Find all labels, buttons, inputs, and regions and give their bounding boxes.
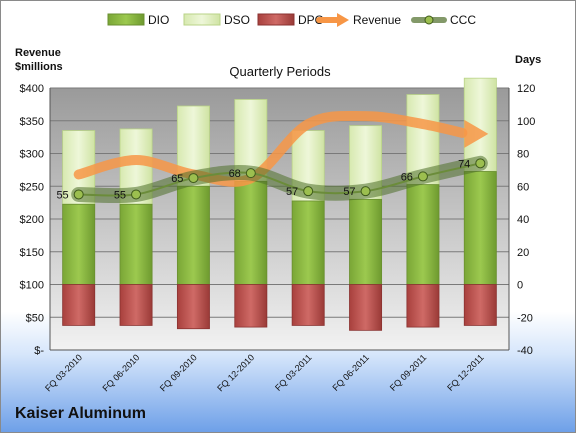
revenue-series [73, 110, 489, 187]
left-tick-label: $200 [20, 214, 44, 226]
dpo-bar [349, 284, 383, 331]
left-axis-title-line2: $millions [15, 61, 63, 73]
ccc-data-label: 68 [229, 168, 241, 180]
right-tick-label: 80 [517, 149, 529, 161]
legend-swatch [183, 13, 221, 26]
ccc-data-label: 57 [286, 186, 298, 198]
dpo-bar [176, 284, 210, 330]
dpo-bar [406, 284, 440, 328]
left-tick-label: $50 [26, 312, 44, 324]
legend-swatch [337, 13, 349, 27]
legend-label: DIO [148, 13, 169, 27]
x-tick-label: FQ 12-2010 [215, 352, 256, 393]
legend-swatch [107, 13, 145, 26]
ccc-point [245, 168, 256, 179]
right-axis-title: Days [515, 54, 541, 66]
dio-bar [291, 200, 325, 285]
left-tick-label: $150 [20, 247, 44, 259]
dio-bar [406, 184, 440, 285]
ccc-data-label: 57 [343, 186, 355, 198]
left-tick-label: $100 [20, 280, 44, 292]
left-axis-title-line1: Revenue [15, 47, 61, 59]
left-tick-label: $350 [20, 116, 44, 128]
dio-bar [234, 180, 268, 285]
x-tick-label: FQ 03-2011 [273, 352, 314, 393]
left-tick-label: $250 [20, 181, 44, 193]
revenue-line [73, 110, 468, 187]
ccc-series: 55 55 65 68 57 57 66 74 [56, 155, 488, 204]
ccc-point [73, 189, 84, 200]
ccc-data-label: 55 [56, 189, 68, 201]
legend-label: DSO [224, 13, 250, 27]
revenue-arrowhead [464, 119, 489, 148]
left-tick-label: $300 [20, 149, 44, 161]
dio-bar [119, 203, 153, 285]
x-tick-label: FQ 06-2011 [330, 352, 371, 393]
ccc-point [303, 186, 314, 197]
legend-label: DPO [298, 13, 324, 27]
ccc-data-label: 65 [171, 173, 183, 185]
ccc-data-label: 55 [114, 189, 126, 201]
x-tick-label: FQ 09-2011 [388, 352, 429, 393]
legend-swatch [257, 13, 295, 26]
right-tick-label: 60 [517, 181, 529, 193]
dio-bar [349, 198, 383, 285]
right-tick-label: -20 [517, 312, 533, 324]
legend: DIO DSO DPO Revenue CCC [107, 13, 476, 27]
legend-label: Revenue [353, 13, 401, 27]
ccc-point [417, 171, 428, 182]
ccc-point [475, 158, 486, 169]
dpo-bar [463, 284, 497, 326]
dpo-bar [234, 284, 268, 328]
dio-bar [463, 171, 497, 285]
ccc-point [188, 173, 199, 184]
x-tick-label: FQ 12-2011 [445, 352, 486, 393]
dpo-bar [119, 284, 153, 326]
dpo-bar [291, 284, 325, 326]
left-tick-label: $- [34, 345, 44, 357]
company-name: Kaiser Aluminum [15, 405, 146, 422]
right-tick-label: 20 [517, 247, 529, 259]
legend-label: CCC [450, 13, 476, 27]
dio-bar [176, 185, 210, 285]
right-tick-label: 0 [517, 280, 523, 292]
x-tick-label: FQ 06-2010 [100, 352, 141, 393]
left-tick-label: $400 [20, 83, 44, 95]
ccc-data-label: 66 [401, 171, 413, 183]
right-tick-label: 40 [517, 214, 529, 226]
x-tick-label: FQ 09-2010 [158, 352, 199, 393]
ccc-point [360, 186, 371, 197]
right-tick-label: 120 [517, 83, 535, 95]
right-tick-label: 100 [517, 116, 535, 128]
ccc-point [131, 189, 142, 200]
chart-title: Quarterly Periods [229, 64, 331, 79]
dio-bar [62, 203, 96, 285]
ccc-data-label: 74 [458, 158, 470, 170]
right-tick-label: -40 [517, 345, 533, 357]
x-tick-label: FQ 03-2010 [43, 352, 84, 393]
dpo-bar [62, 284, 96, 326]
legend-swatch [424, 15, 434, 25]
